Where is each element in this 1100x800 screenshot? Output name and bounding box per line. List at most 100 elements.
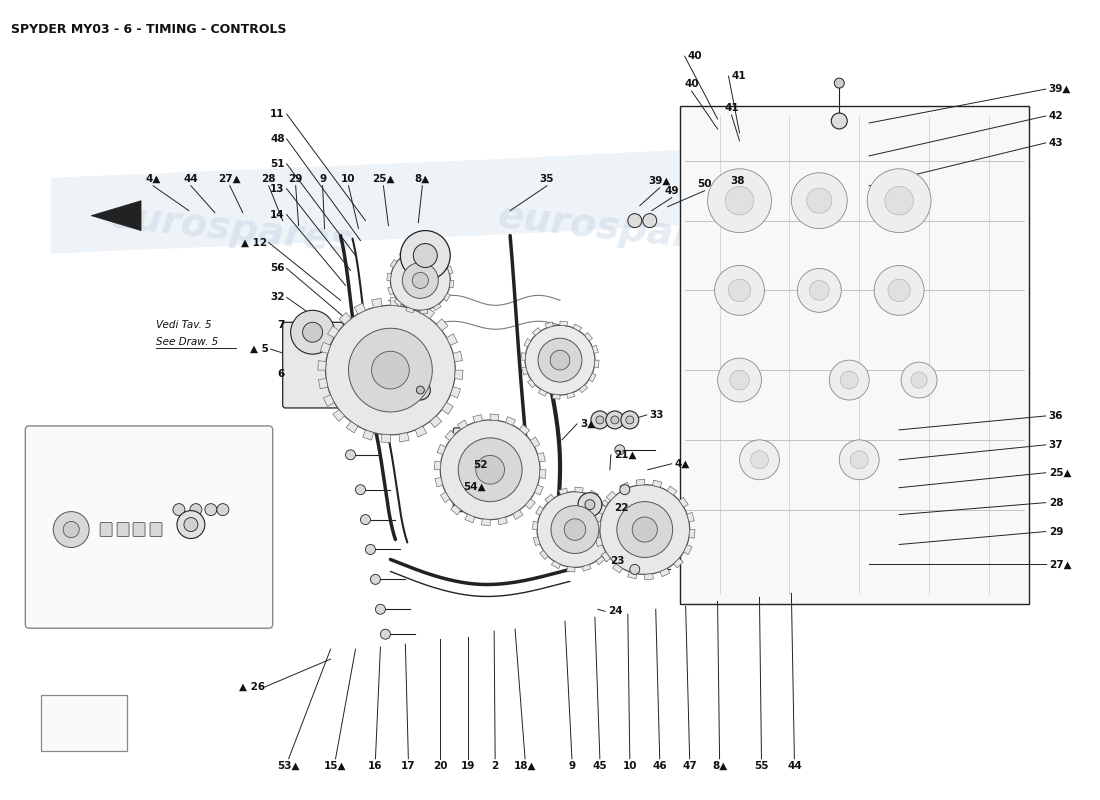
Polygon shape	[585, 333, 593, 341]
Circle shape	[620, 411, 639, 429]
Polygon shape	[538, 453, 546, 462]
Circle shape	[750, 451, 769, 469]
Circle shape	[642, 214, 657, 228]
Text: 38: 38	[730, 176, 745, 186]
Polygon shape	[528, 379, 536, 388]
Polygon shape	[89, 505, 96, 512]
Polygon shape	[544, 494, 554, 502]
Circle shape	[628, 214, 641, 228]
Polygon shape	[439, 254, 447, 262]
Circle shape	[619, 485, 630, 494]
Text: eurospares: eurospares	[107, 197, 355, 260]
Text: 18▲: 18▲	[514, 761, 537, 770]
Polygon shape	[84, 551, 90, 558]
Text: See Draw. 5: See Draw. 5	[156, 338, 218, 347]
Circle shape	[459, 438, 522, 502]
Polygon shape	[610, 514, 617, 522]
Text: 17: 17	[402, 761, 416, 770]
Polygon shape	[552, 394, 560, 399]
Polygon shape	[442, 402, 453, 414]
Polygon shape	[399, 433, 409, 442]
Circle shape	[610, 416, 619, 424]
Circle shape	[806, 188, 832, 214]
Circle shape	[707, 169, 771, 233]
Polygon shape	[606, 544, 614, 553]
Polygon shape	[399, 250, 407, 257]
Polygon shape	[437, 445, 446, 454]
Polygon shape	[339, 313, 351, 324]
Circle shape	[440, 420, 540, 519]
Polygon shape	[628, 572, 637, 579]
Circle shape	[884, 186, 913, 215]
Polygon shape	[47, 547, 54, 554]
Text: 48: 48	[270, 134, 285, 144]
Text: 35: 35	[180, 492, 196, 502]
Circle shape	[205, 504, 217, 515]
Text: 56: 56	[271, 263, 285, 274]
Circle shape	[63, 522, 79, 538]
Polygon shape	[450, 387, 461, 398]
Text: 28: 28	[1048, 498, 1064, 508]
Polygon shape	[440, 492, 450, 502]
Polygon shape	[689, 530, 695, 538]
Text: Valid till engine Nr. 76866: Valid till engine Nr. 76866	[72, 609, 210, 618]
Polygon shape	[57, 554, 65, 560]
FancyBboxPatch shape	[42, 695, 128, 750]
Polygon shape	[446, 430, 455, 441]
Text: 32: 32	[271, 292, 285, 302]
Polygon shape	[458, 420, 468, 430]
Polygon shape	[602, 499, 610, 509]
FancyBboxPatch shape	[117, 522, 129, 537]
Circle shape	[791, 173, 847, 229]
Polygon shape	[363, 430, 374, 440]
Polygon shape	[540, 550, 548, 559]
Text: ▲ 5: ▲ 5	[250, 344, 268, 354]
Polygon shape	[433, 304, 441, 310]
Circle shape	[911, 372, 927, 388]
Circle shape	[728, 279, 750, 302]
Text: 11: 11	[271, 109, 285, 119]
Polygon shape	[407, 300, 418, 310]
Text: 25▲: 25▲	[1048, 468, 1071, 478]
Polygon shape	[98, 530, 102, 537]
Text: 51: 51	[271, 159, 285, 169]
Circle shape	[832, 113, 847, 129]
Text: 46: 46	[652, 761, 667, 770]
Circle shape	[410, 380, 430, 400]
Polygon shape	[406, 307, 414, 313]
Polygon shape	[580, 385, 587, 393]
Text: 7: 7	[277, 320, 285, 330]
Polygon shape	[394, 299, 402, 306]
Polygon shape	[513, 510, 522, 519]
Polygon shape	[41, 536, 46, 543]
Polygon shape	[612, 530, 617, 538]
Circle shape	[355, 485, 365, 494]
Polygon shape	[606, 491, 616, 501]
Polygon shape	[536, 506, 543, 515]
Circle shape	[375, 604, 385, 614]
Text: 29: 29	[1048, 526, 1063, 537]
Text: SPYDER MY03 - 6 - TIMING - CONTROLS: SPYDER MY03 - 6 - TIMING - CONTROLS	[11, 23, 287, 36]
Polygon shape	[613, 564, 623, 573]
Polygon shape	[318, 361, 326, 370]
Circle shape	[476, 455, 505, 484]
Polygon shape	[52, 160, 481, 254]
Text: 23: 23	[609, 557, 625, 566]
Text: 4▲: 4▲	[145, 174, 161, 184]
Polygon shape	[422, 307, 435, 318]
Circle shape	[349, 328, 432, 412]
Text: 25▲: 25▲	[372, 174, 395, 184]
Polygon shape	[43, 510, 50, 518]
Polygon shape	[535, 485, 543, 495]
Polygon shape	[645, 574, 653, 580]
Text: 28: 28	[262, 174, 276, 184]
Circle shape	[888, 279, 911, 302]
Text: 6: 6	[277, 369, 285, 379]
Text: 29: 29	[288, 174, 302, 184]
Polygon shape	[443, 294, 451, 302]
Polygon shape	[387, 273, 392, 281]
Text: 33: 33	[650, 410, 664, 420]
FancyBboxPatch shape	[453, 428, 502, 512]
Circle shape	[217, 504, 229, 515]
Polygon shape	[652, 480, 662, 487]
